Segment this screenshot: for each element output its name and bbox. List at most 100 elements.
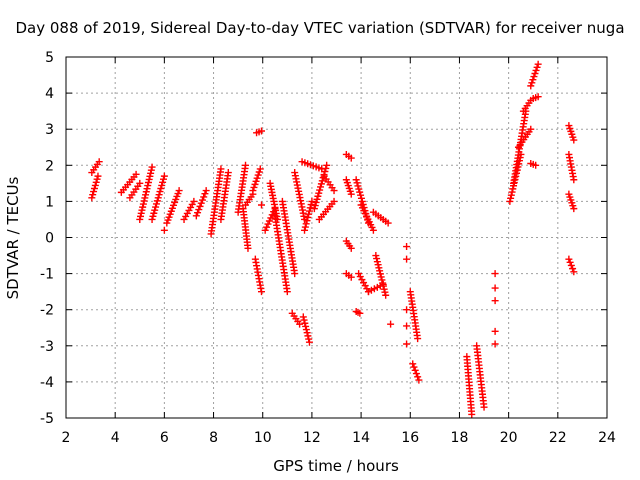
data-point: [150, 209, 158, 217]
chart-title: Day 088 of 2019, Sidereal Day-to-day VTE…: [15, 19, 624, 37]
y-tick-label: 3: [45, 122, 54, 138]
data-point: [305, 338, 313, 346]
data-point: [136, 215, 144, 223]
axis-ticks: [65, 56, 608, 419]
data-point: [142, 188, 150, 196]
data-point: [302, 322, 310, 330]
y-axis-label: SDTVAR / TECUs: [4, 176, 22, 299]
data-point: [354, 182, 362, 190]
data-point: [412, 370, 420, 378]
data-point: [159, 175, 167, 183]
data-point: [159, 178, 167, 186]
data-point: [314, 192, 322, 200]
data-point: [403, 322, 411, 330]
data-point: [263, 223, 271, 231]
data-point: [139, 200, 147, 208]
data-point: [403, 306, 411, 314]
data-point: [468, 410, 476, 418]
data-point: [160, 172, 168, 180]
data-point: [305, 335, 313, 343]
data-point: [565, 255, 573, 263]
data-point: [381, 288, 389, 296]
data-point: [200, 193, 208, 201]
data-point: [566, 258, 574, 266]
data-point: [376, 270, 384, 278]
data-point: [356, 188, 364, 196]
data-point: [569, 265, 577, 273]
data-point: [355, 185, 363, 193]
data-point: [251, 180, 259, 188]
data-point: [144, 182, 152, 190]
x-tick-label: 12: [303, 430, 321, 446]
data-point: [403, 243, 411, 251]
data-point: [303, 329, 311, 337]
data-point: [299, 313, 307, 321]
data-point: [527, 82, 535, 90]
data-point: [317, 183, 325, 191]
data-point: [507, 191, 515, 199]
data-point: [303, 217, 311, 225]
data-point: [570, 205, 578, 213]
data-point: [311, 202, 319, 210]
data-point: [160, 226, 168, 234]
data-point: [409, 360, 417, 368]
data-point: [255, 168, 263, 176]
data-point: [143, 185, 151, 193]
data-point: [532, 66, 540, 74]
data-point: [353, 179, 361, 187]
data-point: [157, 185, 165, 193]
data-point: [507, 194, 515, 202]
data-point: [347, 273, 355, 281]
data-point: [330, 197, 338, 205]
data-point: [570, 136, 578, 144]
data-point: [142, 191, 150, 199]
data-point: [146, 172, 154, 180]
data-point: [528, 79, 536, 87]
data-point: [491, 270, 499, 278]
data-point: [154, 194, 162, 202]
data-point: [305, 207, 313, 215]
data-point: [136, 212, 144, 220]
data-point: [378, 276, 386, 284]
x-tick-label: 8: [209, 430, 218, 446]
data-point: [384, 219, 392, 227]
data-point: [302, 220, 310, 228]
data-point: [373, 255, 381, 263]
x-tick-label: 4: [111, 430, 120, 446]
x-tick-label: 10: [254, 430, 272, 446]
data-point: [91, 181, 99, 189]
data-point: [304, 332, 312, 340]
data-point: [323, 161, 331, 169]
data-point: [347, 154, 355, 162]
data-point: [147, 169, 155, 177]
data-point: [379, 279, 387, 287]
data-point: [508, 188, 516, 196]
data-points: [88, 60, 578, 418]
x-tick-labels: 2 4 6 8 10 12 14 16 18 20 22 24: [62, 430, 616, 446]
data-point: [257, 127, 265, 135]
data-point: [382, 291, 390, 299]
data-point: [145, 175, 153, 183]
data-point: [357, 194, 365, 202]
data-point: [312, 198, 320, 206]
data-point: [139, 203, 147, 211]
data-point: [257, 201, 265, 209]
data-point: [352, 176, 360, 184]
data-point: [264, 220, 272, 228]
data-point: [257, 288, 265, 296]
data-point: [321, 167, 329, 175]
data-point: [403, 255, 411, 263]
y-tick-label: 0: [45, 231, 54, 247]
data-point: [491, 327, 499, 335]
x-tick-label: 18: [451, 430, 469, 446]
data-point: [301, 319, 309, 327]
data-point: [529, 76, 537, 84]
data-point: [217, 165, 225, 173]
data-point: [250, 183, 258, 191]
data-point: [90, 185, 98, 193]
data-point: [506, 197, 514, 205]
data-point: [137, 209, 145, 217]
data-point: [369, 226, 377, 234]
data-point: [197, 199, 205, 207]
